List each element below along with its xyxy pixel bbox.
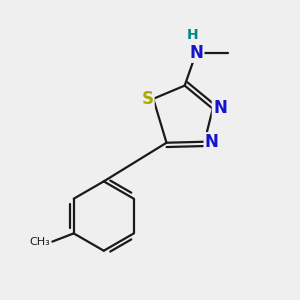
Text: CH₃: CH₃ bbox=[30, 237, 51, 247]
Text: S: S bbox=[141, 90, 153, 108]
Text: H: H bbox=[187, 28, 198, 42]
Text: N: N bbox=[189, 44, 203, 62]
Text: N: N bbox=[213, 99, 227, 117]
Text: N: N bbox=[205, 134, 219, 152]
